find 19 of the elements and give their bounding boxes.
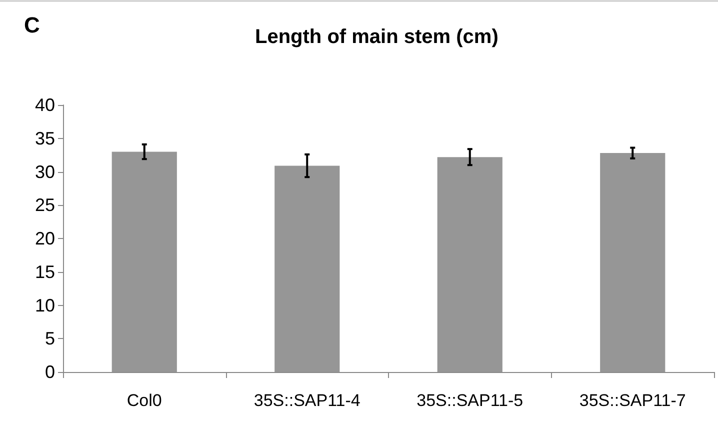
bar bbox=[600, 153, 666, 372]
y-tick-label: 35 bbox=[34, 128, 55, 148]
y-tick-label: 25 bbox=[34, 195, 55, 216]
text: C bbox=[24, 12, 40, 38]
x-tick-label: Col0 bbox=[126, 391, 162, 410]
x-tick-label: 35S::SAP11-5 bbox=[416, 391, 524, 410]
y-tick-label: 30 bbox=[34, 162, 55, 182]
x-tick-label: 35S::SAP11-4 bbox=[254, 391, 360, 410]
bar bbox=[274, 166, 340, 372]
y-tick-label: 40 bbox=[34, 95, 55, 115]
y-tick-label: 20 bbox=[34, 228, 55, 248]
bar bbox=[112, 152, 177, 372]
y-tick-label: 15 bbox=[34, 262, 55, 282]
y-tick-label: 0 bbox=[44, 362, 55, 382]
bar bbox=[437, 157, 502, 372]
chart-title: Length of main stem (cm) bbox=[255, 26, 498, 48]
y-tick-label: 10 bbox=[34, 295, 55, 316]
x-tick-label: 35S::SAP11-7 bbox=[579, 391, 686, 410]
y-tick-label: 5 bbox=[44, 328, 55, 349]
